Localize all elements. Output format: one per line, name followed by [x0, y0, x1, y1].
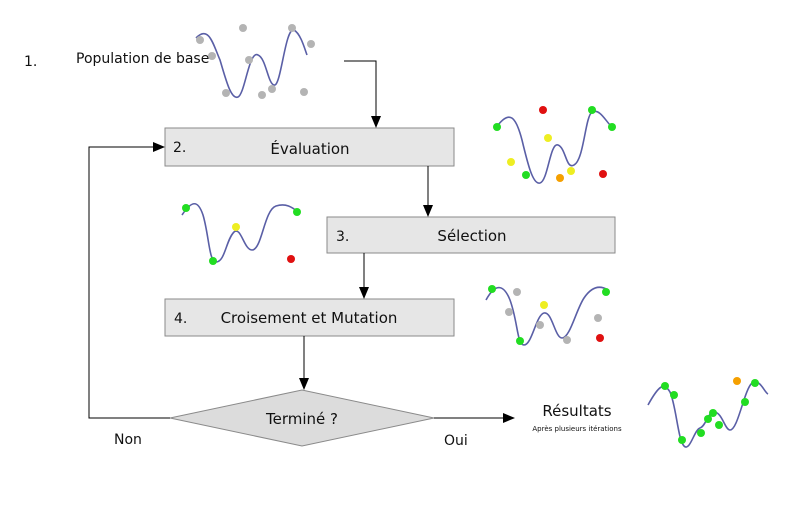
step-3-number: 3.	[336, 229, 349, 245]
population-point	[196, 36, 204, 44]
evaluated-point	[539, 106, 547, 114]
result-point	[697, 429, 705, 437]
evaluation-box: 2. Évaluation	[164, 127, 455, 167]
population-point	[239, 24, 247, 32]
offspring-point	[602, 288, 610, 296]
step-3-label: Sélection	[437, 227, 506, 245]
population-point	[222, 89, 230, 97]
fitness-curve	[497, 110, 613, 184]
evaluated-point	[599, 170, 607, 178]
population-plot	[195, 24, 315, 99]
evaluation-plot	[493, 106, 616, 184]
result-point	[715, 421, 723, 429]
offspring-point	[596, 334, 604, 342]
termination-decision: Terminé ?	[169, 389, 435, 447]
selected-point	[287, 255, 295, 263]
result-point	[741, 398, 749, 406]
population-point	[288, 24, 296, 32]
fitness-curve	[647, 381, 769, 448]
evaluated-point	[544, 134, 552, 142]
population-point	[268, 85, 276, 93]
step-4-number: 4.	[174, 311, 187, 327]
result-point	[704, 415, 712, 423]
evaluated-point	[608, 123, 616, 131]
evaluated-point	[556, 174, 564, 182]
population-point	[208, 52, 216, 60]
arrow-decision-no-loop	[88, 142, 170, 419]
offspring-point	[505, 308, 513, 316]
fitness-curve	[485, 286, 609, 346]
result-point	[751, 379, 759, 387]
offspring-point	[563, 336, 571, 344]
result-point	[678, 436, 686, 444]
fitness-curve	[195, 29, 308, 98]
step-2-number: 2.	[173, 140, 186, 156]
result-point	[661, 382, 669, 390]
crossover-plot	[485, 285, 610, 346]
offspring-point	[536, 321, 544, 329]
offspring-point	[516, 337, 524, 345]
offspring-point	[594, 314, 602, 322]
step-2-label: Évaluation	[270, 139, 349, 158]
no-label: Non	[114, 432, 142, 448]
population-point	[245, 56, 253, 64]
evaluated-point	[588, 106, 596, 114]
selected-point	[232, 223, 240, 231]
decision-label: Terminé ?	[265, 410, 338, 428]
population-point	[307, 40, 315, 48]
population-point	[300, 88, 308, 96]
evaluated-point	[493, 123, 501, 131]
result-point	[670, 391, 678, 399]
result-point	[709, 409, 717, 417]
evaluated-point	[507, 158, 515, 166]
selected-point	[182, 204, 190, 212]
population-point	[258, 91, 266, 99]
result-point	[733, 377, 741, 385]
evaluated-point	[522, 171, 530, 179]
croisement-mutation-box: 4. Croisement et Mutation	[164, 298, 455, 337]
selection-plot	[181, 202, 301, 265]
step-4-label: Croisement et Mutation	[221, 309, 398, 327]
arrow-population-to-evaluation	[344, 60, 381, 128]
step-1-number: 1.	[24, 54, 37, 70]
evaluated-point	[567, 167, 575, 175]
fitness-curve	[181, 202, 299, 263]
yes-label: Oui	[444, 433, 468, 449]
results-plot	[647, 377, 769, 448]
selected-point	[293, 208, 301, 216]
result-subtitle: Après plusieurs itérations	[532, 425, 622, 433]
result-title: Résultats	[542, 402, 611, 420]
step-1-label: Population de base	[76, 51, 209, 67]
offspring-point	[540, 301, 548, 309]
selection-box: 3. Sélection	[326, 216, 616, 254]
offspring-point	[488, 285, 496, 293]
selected-point	[209, 257, 217, 265]
offspring-point	[513, 288, 521, 296]
